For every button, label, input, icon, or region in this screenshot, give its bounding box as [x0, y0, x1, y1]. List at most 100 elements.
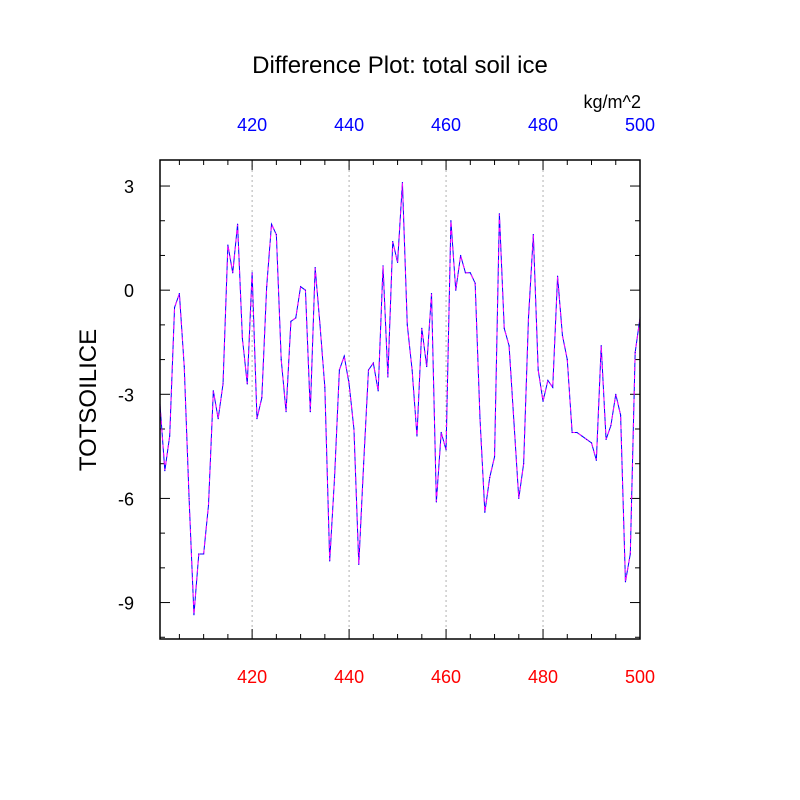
x-tick-label-bottom: 460: [431, 667, 461, 687]
data-point: [445, 449, 447, 451]
data-point: [169, 435, 171, 437]
data-point: [595, 459, 597, 461]
data-point: [217, 417, 219, 420]
data-point: [382, 265, 384, 267]
data-point: [460, 254, 462, 257]
data-point: [450, 220, 452, 222]
data-point: [270, 223, 273, 225]
labels-layer: 420 420 440 440 460 460 480 480 500 500 3 0 -3 -6 -9: [118, 115, 655, 687]
data-point: [343, 355, 345, 357]
y-tick-label: -6: [118, 489, 134, 509]
data-point: [178, 293, 180, 295]
data-point: [513, 421, 515, 423]
x-tick-label-top: 440: [334, 115, 364, 135]
data-point: [387, 376, 389, 378]
data-point: [620, 414, 622, 416]
x-tick-label-bottom: 440: [334, 667, 364, 687]
data-point: [474, 282, 476, 284]
data-point: [396, 261, 399, 263]
data-point: [469, 272, 471, 274]
y-tick-label: -3: [118, 385, 134, 405]
y-tick-label: 0: [124, 281, 134, 301]
x-tick-label-bottom: 480: [528, 667, 558, 687]
data-point: [552, 386, 554, 388]
data-point: [556, 275, 559, 277]
data-point: [314, 267, 316, 269]
data-point: [416, 435, 418, 437]
data-point: [493, 456, 496, 458]
data-point: [479, 417, 481, 420]
data-point: [440, 431, 442, 434]
data-point: [222, 383, 224, 385]
data-point: [542, 400, 544, 402]
y-tick-label: -9: [118, 594, 134, 614]
data-point: [338, 369, 340, 371]
data-point: [484, 511, 486, 513]
data-point: [464, 272, 467, 274]
data-point: [285, 411, 287, 413]
data-point: [227, 244, 229, 246]
data-point: [426, 365, 428, 368]
data-point: [537, 369, 539, 371]
data-point: [367, 369, 370, 371]
data-point: [566, 358, 568, 361]
data-point: [411, 369, 413, 371]
data-point: [392, 240, 394, 243]
plot-frame: [159, 159, 641, 640]
data-point: [348, 383, 350, 385]
data-point: [372, 362, 374, 364]
x-tick-label-top: 460: [431, 115, 461, 135]
units-label: kg/m^2: [584, 92, 641, 112]
data-point: [353, 428, 355, 430]
data-point: [241, 338, 244, 340]
data-point: [406, 324, 408, 326]
data-point: [581, 435, 583, 437]
data-point: [590, 442, 593, 444]
data-point: [518, 497, 520, 500]
data-point: [377, 390, 379, 392]
data-point: [329, 560, 331, 562]
y-axis-label: TOTSOILICE: [75, 329, 102, 471]
data-point: [183, 365, 185, 368]
data-point: [527, 317, 530, 319]
data-point: [309, 411, 311, 413]
data-point: [523, 463, 525, 465]
series-layer: [159, 181, 641, 616]
data-point: [600, 345, 602, 347]
y-tick-label: 3: [124, 177, 134, 197]
data-point: [203, 553, 205, 555]
data-point: [615, 393, 617, 395]
data-point: [401, 181, 404, 184]
data-point: [290, 320, 292, 323]
data-point: [261, 397, 263, 399]
data-point: [246, 383, 248, 385]
data-point: [275, 234, 277, 236]
data-point: [207, 504, 210, 506]
data-point: [576, 431, 578, 434]
data-point: [430, 293, 433, 295]
data-point: [232, 272, 234, 274]
data-point: [605, 438, 607, 441]
data-point: [532, 234, 534, 236]
data-point: [489, 476, 491, 479]
x-tick-label-top: 480: [528, 115, 558, 135]
data-point: [300, 286, 302, 288]
data-point: [295, 317, 297, 319]
data-point: [421, 327, 423, 329]
data-point: [561, 334, 564, 336]
data-point: [333, 476, 336, 479]
data-point: [586, 438, 588, 441]
data-point: [173, 306, 176, 309]
x-tick-label-top: 500: [625, 115, 655, 135]
data-point: [164, 470, 166, 472]
data-point: [508, 345, 510, 347]
data-point: [455, 289, 457, 291]
series-line-overlay: [159, 182, 641, 615]
chart-title: Difference Plot: total soil ice: [252, 52, 548, 79]
data-point: [547, 379, 549, 382]
data-point: [324, 386, 326, 388]
data-point: [266, 286, 268, 288]
series-line: [159, 182, 641, 615]
data-point: [624, 581, 627, 583]
